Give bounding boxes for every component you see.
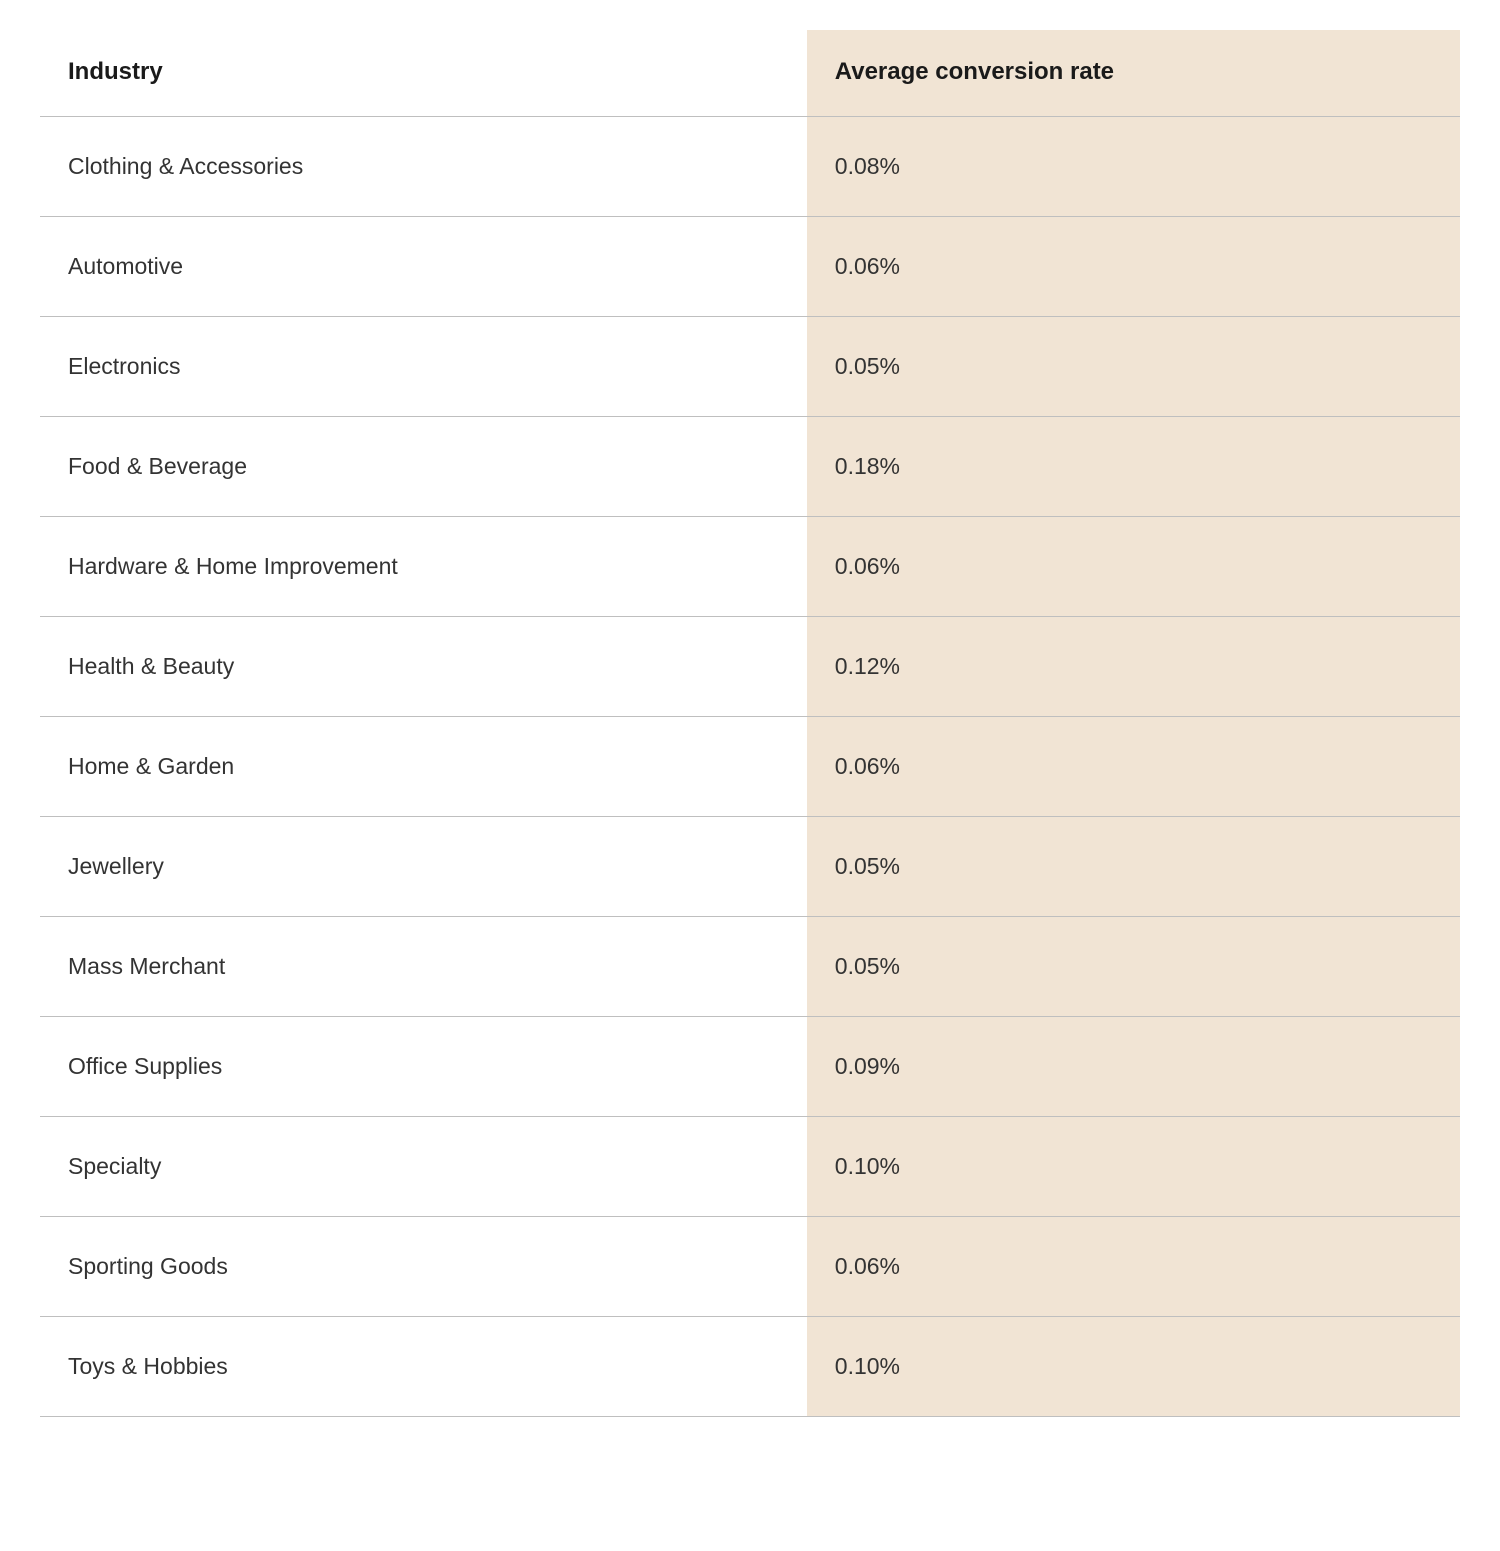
table-row: Electronics 0.05% bbox=[40, 317, 1460, 417]
table-header-row: Industry Average conversion rate bbox=[40, 30, 1460, 117]
cell-industry: Automotive bbox=[40, 217, 807, 317]
cell-rate: 0.05% bbox=[807, 817, 1460, 917]
cell-rate: 0.06% bbox=[807, 517, 1460, 617]
cell-industry: Health & Beauty bbox=[40, 617, 807, 717]
table-row: Hardware & Home Improvement 0.06% bbox=[40, 517, 1460, 617]
cell-rate: 0.18% bbox=[807, 417, 1460, 517]
table-row: Office Supplies 0.09% bbox=[40, 1017, 1460, 1117]
table-row: Home & Garden 0.06% bbox=[40, 717, 1460, 817]
conversion-rate-table: Industry Average conversion rate Clothin… bbox=[40, 30, 1460, 1417]
cell-industry: Hardware & Home Improvement bbox=[40, 517, 807, 617]
table-row: Clothing & Accessories 0.08% bbox=[40, 117, 1460, 217]
cell-rate: 0.06% bbox=[807, 1217, 1460, 1317]
cell-rate: 0.09% bbox=[807, 1017, 1460, 1117]
table-row: Jewellery 0.05% bbox=[40, 817, 1460, 917]
cell-rate: 0.10% bbox=[807, 1317, 1460, 1417]
table-row: Sporting Goods 0.06% bbox=[40, 1217, 1460, 1317]
table-row: Food & Beverage 0.18% bbox=[40, 417, 1460, 517]
cell-industry: Food & Beverage bbox=[40, 417, 807, 517]
cell-rate: 0.06% bbox=[807, 217, 1460, 317]
table-row: Specialty 0.10% bbox=[40, 1117, 1460, 1217]
cell-industry: Clothing & Accessories bbox=[40, 117, 807, 217]
table-row: Mass Merchant 0.05% bbox=[40, 917, 1460, 1017]
table-row: Toys & Hobbies 0.10% bbox=[40, 1317, 1460, 1417]
conversion-rate-table-container: Industry Average conversion rate Clothin… bbox=[0, 0, 1500, 1457]
cell-industry: Specialty bbox=[40, 1117, 807, 1217]
column-header-industry: Industry bbox=[40, 30, 807, 117]
table-row: Health & Beauty 0.12% bbox=[40, 617, 1460, 717]
cell-industry: Mass Merchant bbox=[40, 917, 807, 1017]
column-header-rate: Average conversion rate bbox=[807, 30, 1460, 117]
cell-rate: 0.06% bbox=[807, 717, 1460, 817]
cell-industry: Jewellery bbox=[40, 817, 807, 917]
cell-rate: 0.08% bbox=[807, 117, 1460, 217]
cell-rate: 0.12% bbox=[807, 617, 1460, 717]
table-body: Clothing & Accessories 0.08% Automotive … bbox=[40, 117, 1460, 1417]
cell-industry: Office Supplies bbox=[40, 1017, 807, 1117]
table-row: Automotive 0.06% bbox=[40, 217, 1460, 317]
cell-rate: 0.05% bbox=[807, 317, 1460, 417]
cell-rate: 0.05% bbox=[807, 917, 1460, 1017]
cell-industry: Toys & Hobbies bbox=[40, 1317, 807, 1417]
cell-industry: Home & Garden bbox=[40, 717, 807, 817]
cell-industry: Sporting Goods bbox=[40, 1217, 807, 1317]
cell-rate: 0.10% bbox=[807, 1117, 1460, 1217]
cell-industry: Electronics bbox=[40, 317, 807, 417]
